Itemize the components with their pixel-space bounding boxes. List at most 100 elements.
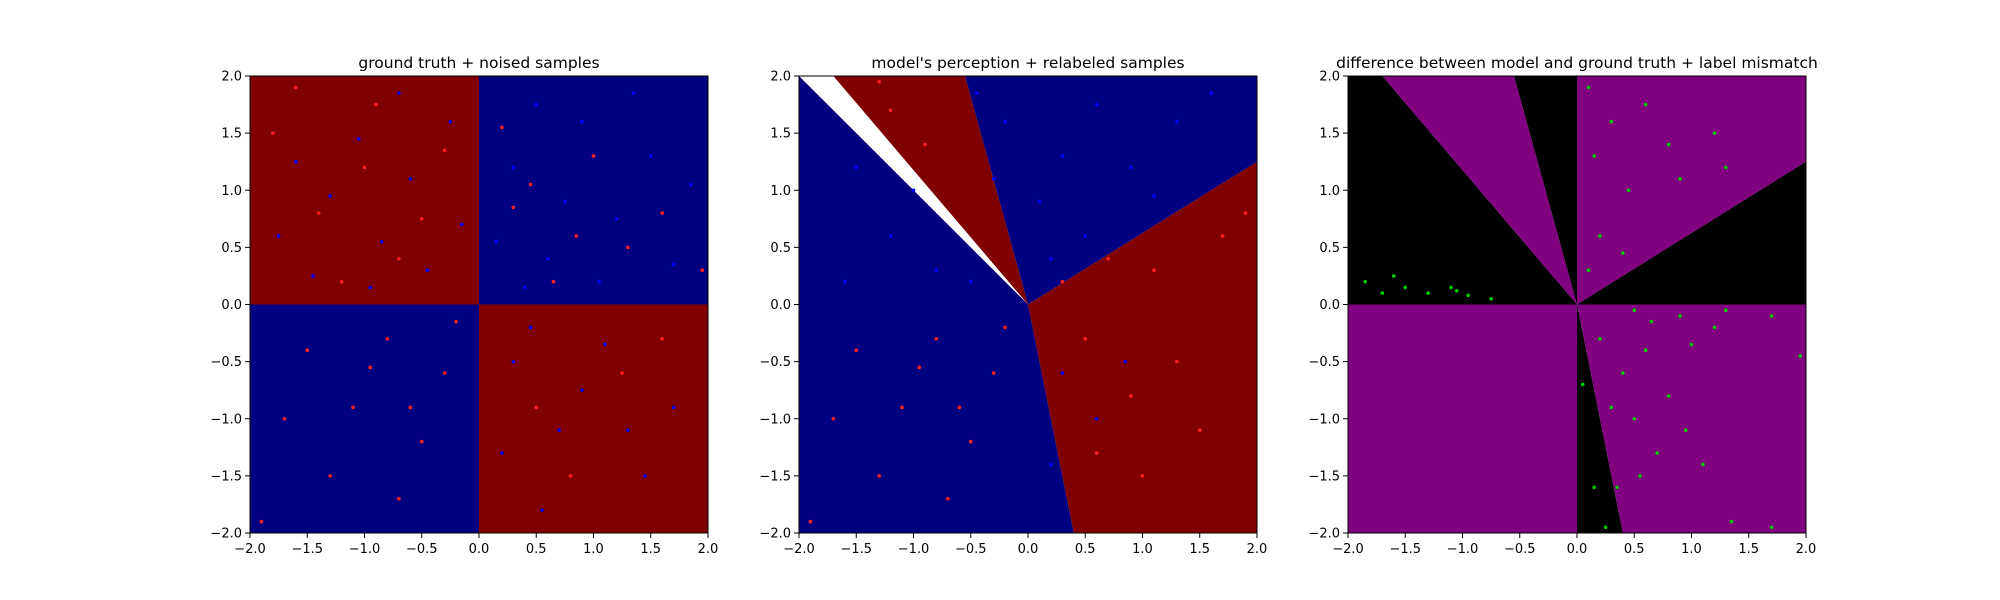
y-tick-label: 0.0 xyxy=(770,298,791,313)
scatter-point xyxy=(1209,91,1213,95)
x-tick-label: −2.0 xyxy=(783,542,815,557)
scatter-point xyxy=(1598,336,1602,341)
scatter-point xyxy=(1712,325,1717,330)
decision-region xyxy=(250,304,479,533)
scatter-point xyxy=(597,279,602,284)
scatter-point xyxy=(1003,119,1007,124)
plot-area xyxy=(1348,76,1806,533)
scatter-point xyxy=(1060,154,1065,158)
chart-panel-1: −2.0 −1.5 −1.0 −0.5 0.0 0.5 1.0 1.5 2.0 −2.0 −1.5 −… xyxy=(210,54,718,557)
y-tick-label: 0.0 xyxy=(221,298,242,313)
scatter-point xyxy=(442,371,447,375)
y-tick-label: −1.5 xyxy=(1308,469,1340,484)
scatter-point xyxy=(854,165,859,170)
scatter-point xyxy=(540,508,544,512)
y-tick-label: 2.0 xyxy=(221,70,242,85)
scatter-point xyxy=(534,102,539,107)
scatter-point xyxy=(259,519,264,524)
scatter-point xyxy=(1609,405,1614,410)
scatter-point xyxy=(934,336,939,341)
scatter-point xyxy=(1454,288,1459,293)
scatter-point xyxy=(974,91,979,95)
scatter-point xyxy=(1129,165,1133,170)
scatter-point xyxy=(1466,293,1471,298)
scatter-point xyxy=(1140,474,1145,478)
scatter-point xyxy=(1769,525,1774,530)
scatter-point xyxy=(1037,199,1042,204)
scatter-point xyxy=(1220,234,1225,238)
x-tick-label: 1.0 xyxy=(583,542,604,557)
scatter-point xyxy=(1489,296,1493,301)
scatter-point xyxy=(1603,525,1608,530)
decision-region xyxy=(799,76,1074,533)
scatter-point xyxy=(700,268,705,273)
scatter-point xyxy=(1580,382,1585,387)
scatter-point xyxy=(294,85,298,90)
x-tick-label: −2.0 xyxy=(234,542,266,557)
x-tick-label: −1.0 xyxy=(1447,542,1479,557)
decision-region xyxy=(1577,304,1806,533)
scatter-point xyxy=(580,388,584,392)
scatter-point xyxy=(1689,342,1694,347)
scatter-point xyxy=(671,262,676,267)
y-tick-label: 0.5 xyxy=(1319,241,1340,256)
scatter-point xyxy=(1632,308,1637,313)
scatter-point xyxy=(808,519,813,524)
x-tick-label: 1.0 xyxy=(1132,542,1153,557)
y-tick-label: 0.5 xyxy=(221,241,242,256)
x-tick-label: −0.5 xyxy=(1504,542,1536,557)
scatter-point xyxy=(1649,319,1654,324)
scatter-point xyxy=(1049,257,1053,261)
scatter-point xyxy=(1626,188,1631,193)
scatter-point xyxy=(568,474,573,478)
decision-region xyxy=(965,76,1257,305)
y-tick-label: −1.5 xyxy=(759,469,791,484)
scatter-point xyxy=(419,439,424,444)
y-tick-label: −1.0 xyxy=(759,412,791,427)
scatter-point xyxy=(1632,416,1637,421)
scatter-point xyxy=(1094,416,1099,421)
scatter-point xyxy=(1643,348,1648,353)
scatter-point xyxy=(1060,279,1065,284)
scatter-point xyxy=(454,319,458,324)
scatter-point xyxy=(1380,291,1385,295)
scatter-point xyxy=(917,365,922,370)
scatter-point xyxy=(311,274,315,278)
scatter-point xyxy=(276,234,281,238)
scatter-point xyxy=(1701,462,1705,467)
scatter-point xyxy=(580,119,584,124)
decision-region xyxy=(1348,76,1577,305)
scatter-point xyxy=(1094,451,1099,455)
scatter-point xyxy=(1403,285,1408,290)
scatter-point xyxy=(1083,336,1088,341)
decision-region xyxy=(1348,304,1577,533)
scatter-point xyxy=(877,79,881,84)
x-tick-label: −1.0 xyxy=(898,542,930,557)
scatter-point xyxy=(1643,102,1648,107)
scatter-point xyxy=(843,279,847,284)
scatter-point xyxy=(1197,428,1202,432)
decision-region xyxy=(833,76,1028,305)
scatter-point xyxy=(339,279,344,284)
scatter-point xyxy=(511,205,516,210)
scatter-point xyxy=(1175,119,1179,124)
decision-region xyxy=(1514,76,1577,305)
y-tick-label: 2.0 xyxy=(770,70,791,85)
decision-region xyxy=(479,76,708,305)
scatter-point xyxy=(1598,234,1602,238)
series-1 xyxy=(843,91,1213,467)
y-tick-label: −1.0 xyxy=(210,412,242,427)
scatter-point xyxy=(408,405,413,410)
scatter-point xyxy=(494,239,498,244)
scatter-point xyxy=(1106,257,1110,261)
decision-region xyxy=(1382,76,1577,305)
x-tick-label: 0.0 xyxy=(469,542,490,557)
plot-area xyxy=(250,76,708,533)
x-tick-label: 0.5 xyxy=(1075,542,1096,557)
scatter-point xyxy=(1678,177,1682,181)
scatter-point xyxy=(362,165,367,170)
scatter-point xyxy=(1363,279,1367,284)
y-tick-label: −0.5 xyxy=(759,355,791,370)
scatter-point xyxy=(1615,485,1619,490)
scatter-point xyxy=(500,451,504,455)
